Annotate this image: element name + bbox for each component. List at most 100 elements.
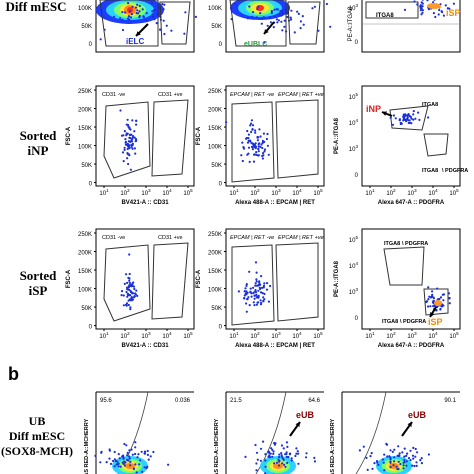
r3c3-hotspot xyxy=(434,300,442,306)
r1c2-scatter-dot xyxy=(317,29,320,32)
r2c2-ytick: 200K xyxy=(208,108,222,114)
r2c2-scatter-dot xyxy=(256,139,259,142)
r4c1-scatter-dot xyxy=(131,453,134,456)
r3c1-scatter-dot xyxy=(132,285,136,288)
r3c1-scatter-dot xyxy=(126,281,129,284)
r2c1-scatter-dot xyxy=(133,130,136,133)
r4c2-scatter-dot xyxy=(259,459,262,462)
r1c1-scatter-dot xyxy=(131,5,134,8)
r2c3-scatter-dot xyxy=(412,110,415,113)
r2c3-ytick: 104 xyxy=(349,118,359,127)
r1c2-scatter-dot xyxy=(256,8,259,11)
r2c3-scatter-dot xyxy=(406,116,409,119)
r1c1-scatter-dot xyxy=(99,38,102,41)
r1c1-scatter-dot xyxy=(134,6,138,9)
r4c2-scatter-dot xyxy=(280,455,283,458)
r4c2-scatter-dot xyxy=(295,452,298,455)
r2c2-scatter-dot xyxy=(251,124,255,127)
r3c2-scatter-dot xyxy=(263,298,266,301)
r2c1-scatter-dot xyxy=(135,123,138,126)
r3c3-scatter-dot xyxy=(436,287,439,290)
r3c2-scatter-dot xyxy=(262,296,265,299)
r3c3-scatter-dot xyxy=(427,286,430,289)
r2c2-xtick: 102 xyxy=(250,188,260,197)
r4c3-scatter-dot xyxy=(366,468,369,471)
r2c1-frame xyxy=(95,85,195,187)
r1c1-gate-right xyxy=(159,1,191,45)
r2c2-scatter-dot xyxy=(247,146,251,149)
r4c2-scatter-dot xyxy=(273,441,276,445)
r2c2-scatter-dot xyxy=(257,150,260,153)
r2c1-xtick: 104 xyxy=(162,188,172,197)
r4c1-scatter-dot xyxy=(134,446,137,449)
r2c3-scatter-dot xyxy=(392,114,395,117)
r2c2-scatter-dot xyxy=(250,130,253,134)
r1c1-scatter-dot xyxy=(138,10,141,13)
r3c2-xtick: 102 xyxy=(250,331,260,340)
r1c3-scatter-dot xyxy=(446,7,449,10)
r4c3-scatter-dot xyxy=(403,455,406,458)
r3c2-gate-right xyxy=(275,242,319,322)
r2c2-scatter-dot xyxy=(254,145,257,148)
r2c2-gate-right-label: EPCAM | RET +ve xyxy=(278,92,324,98)
r4c3-scatter-dot xyxy=(389,449,392,452)
r1c2-scatter-dot xyxy=(277,13,280,16)
r4c1-scatter-dot xyxy=(126,451,129,454)
r2c3-arrow-label: iNP xyxy=(366,104,381,114)
r2c1-gate-left xyxy=(103,101,151,179)
r4c2-density-layer xyxy=(273,463,283,469)
r3c2-scatter-dot xyxy=(260,275,263,278)
r3c2-scatter-dot xyxy=(258,283,261,286)
r4c3-scatter-dot xyxy=(398,452,401,455)
r1c2-scatter-dot xyxy=(257,5,260,8)
r1c1-scatter-dot xyxy=(121,28,125,32)
r3c3-scatter-dot xyxy=(439,296,443,299)
r3c2-xtick: 104 xyxy=(292,331,302,340)
r2c1-ytick: 250K xyxy=(78,89,92,95)
r1c1-scatter-dot xyxy=(151,13,154,16)
r2c1-xtick: 101 xyxy=(99,188,109,197)
r1c2-scatter-dot xyxy=(270,10,273,13)
r2c2-scatter-dot xyxy=(251,128,254,131)
r2c3-scatter-dot xyxy=(404,113,407,116)
r1c1-scatter-dot xyxy=(151,1,154,5)
r4c2-scatter-dot xyxy=(288,453,291,456)
r1c1-scatter-dot xyxy=(184,11,187,14)
r1c3-scatter-dot xyxy=(441,11,444,14)
r4c2-scatter-dot xyxy=(277,458,280,461)
row-label-inp-line2: iNP xyxy=(27,143,49,158)
r4c2-scatter-dot xyxy=(283,463,286,466)
r1c2-density xyxy=(230,0,290,20)
r4c1-scatter-dot xyxy=(139,459,142,462)
r3c3-frame xyxy=(361,228,461,330)
r3c3-scatter-dot xyxy=(429,305,432,308)
r4c3-scatter-dot xyxy=(369,455,372,458)
r3c2-scatter-dot xyxy=(265,288,269,291)
r3c3-xtick: 101 xyxy=(365,331,375,340)
r3c2-gate-left xyxy=(231,244,275,326)
r1c1-scatter-dot xyxy=(163,32,166,36)
r4c2-scatter-dot xyxy=(297,462,300,465)
r1c1-scatter-dot xyxy=(119,17,122,20)
r1c3-ytick: 103 xyxy=(349,3,359,12)
r3c2-scatter-dot xyxy=(262,284,266,287)
r2c2-scatter-dot xyxy=(261,157,264,160)
r2c2-gate-left-label: EPCAM | RET -ve xyxy=(230,92,274,98)
r1c1-scatter-dot xyxy=(153,8,157,11)
r4c1-scatter-dot xyxy=(143,466,146,469)
r4c1-scatter-dot xyxy=(109,462,113,465)
r1c2-scatter-dot xyxy=(263,41,266,44)
r3c2-scatter-dot xyxy=(253,297,256,300)
r4c2-scatter-dot xyxy=(255,462,258,465)
r1c2-scatter-dot xyxy=(251,11,255,14)
r4c1-scatter-dot xyxy=(136,456,139,459)
r2c2-scatter-dot xyxy=(261,146,264,150)
r2c3-xtick: 104 xyxy=(428,188,438,197)
r1c3-scatter-dot xyxy=(413,0,416,3)
r3c2-scatter-dot xyxy=(250,292,253,295)
r1c3-scatter-dot xyxy=(419,4,422,7)
r3c3-ytick: 0 xyxy=(355,316,359,322)
r2c2-scatter-dot xyxy=(225,121,228,124)
r2c1-ytick: 200K xyxy=(78,108,92,114)
r1c1-ytick: 50K xyxy=(81,24,92,30)
